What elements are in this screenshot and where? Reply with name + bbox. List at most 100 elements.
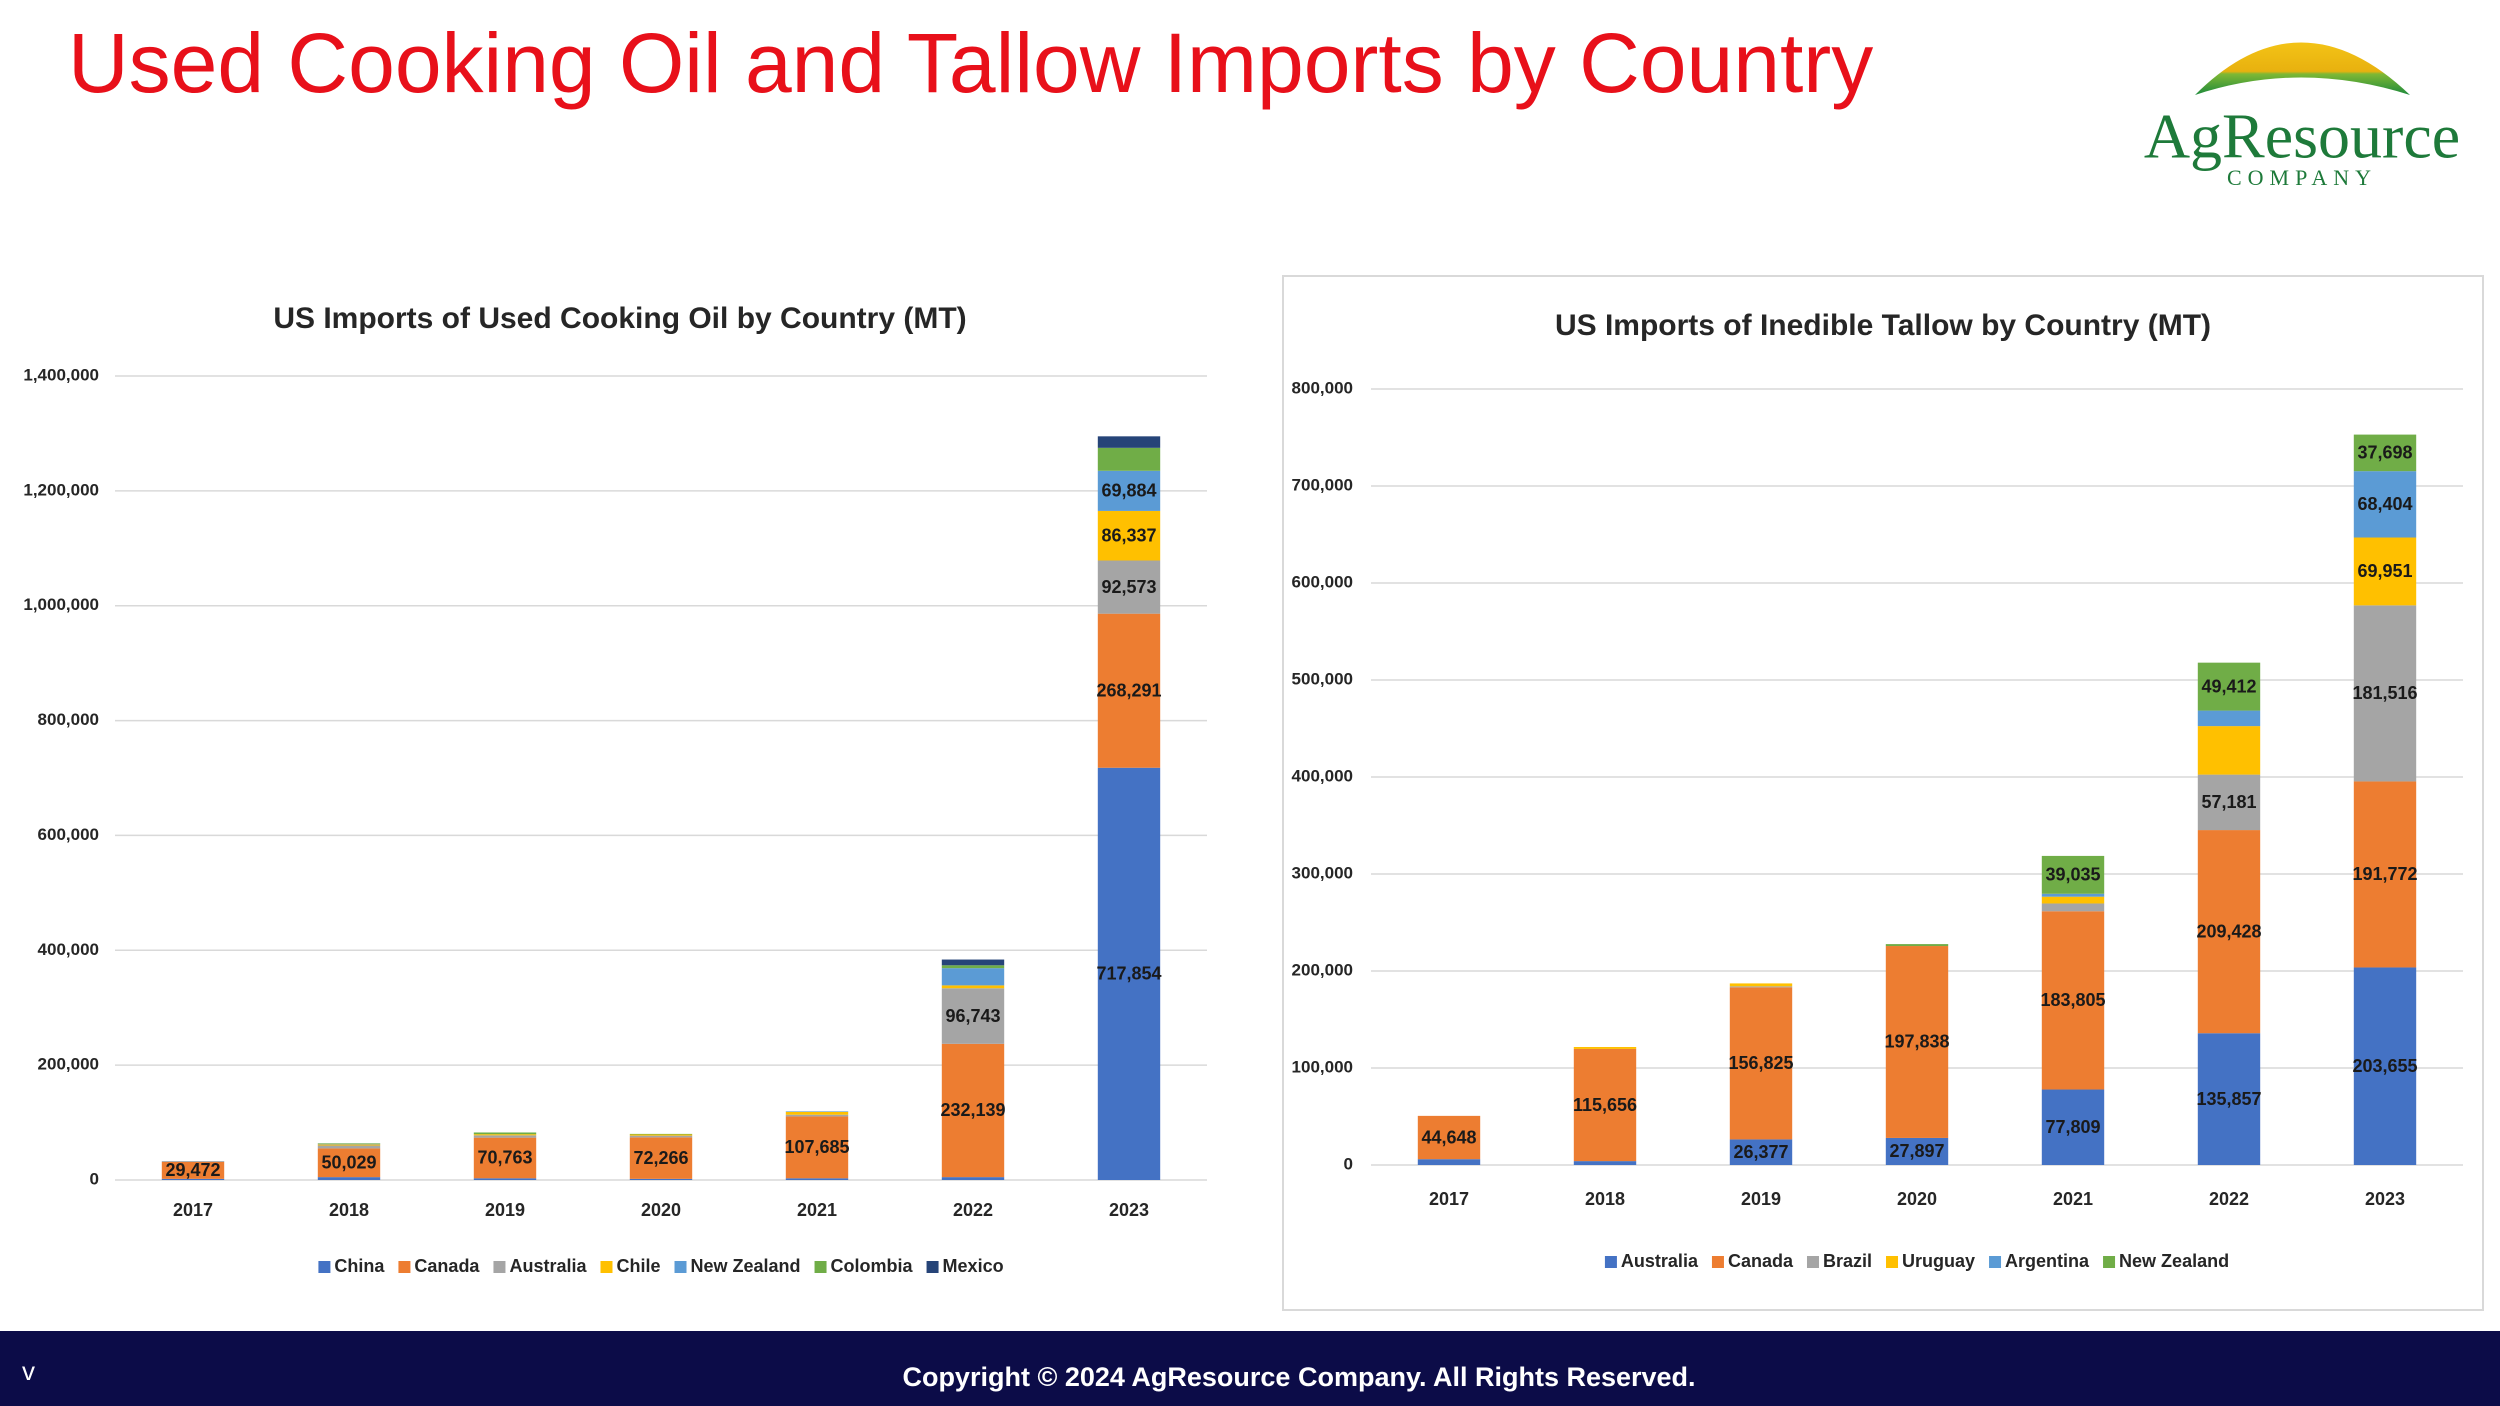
x-tick-label: 2023 — [1109, 1200, 1149, 1220]
y-tick-label: 100,000 — [1292, 1057, 1353, 1076]
x-tick-label: 2020 — [1897, 1189, 1937, 1209]
bar-segment — [2353, 605, 2417, 782]
logo-name: AgResource — [2144, 101, 2460, 172]
data-label: 156,825 — [1728, 1053, 1793, 1073]
y-tick-label: 1,000,000 — [23, 595, 99, 614]
bar-segment — [1573, 1046, 1637, 1049]
x-tick-label: 2020 — [641, 1200, 681, 1220]
data-label: 29,472 — [165, 1160, 220, 1180]
y-tick-label: 0 — [1344, 1154, 1353, 1173]
legend-swatch — [1604, 1256, 1617, 1268]
data-label: 717,854 — [1096, 964, 1161, 984]
y-tick-label: 600,000 — [1292, 572, 1353, 591]
x-tick-label: 2021 — [2053, 1189, 2093, 1209]
bar-segment — [2353, 967, 2417, 1165]
footer-corner: v — [22, 1356, 35, 1386]
bar-segment — [473, 1178, 537, 1180]
x-tick-label: 2018 — [1585, 1189, 1625, 1209]
y-tick-label: 400,000 — [1292, 766, 1353, 785]
chart-frame — [1282, 275, 2484, 1311]
bar-segment — [2197, 726, 2261, 775]
data-label: 26,377 — [1733, 1142, 1788, 1162]
bar-segment — [1097, 436, 1161, 448]
x-tick-label: 2022 — [953, 1200, 993, 1220]
legend-label: Australia — [509, 1256, 587, 1276]
bar-segment — [785, 1178, 849, 1180]
data-label: 70,763 — [477, 1148, 532, 1168]
bar-segment — [2197, 710, 2261, 727]
data-label: 115,656 — [1573, 1095, 1637, 1115]
x-tick-label: 2017 — [173, 1200, 213, 1220]
legend-label: Australia — [1621, 1251, 1699, 1271]
legend-swatch — [926, 1261, 939, 1273]
bar-segment — [317, 1145, 381, 1149]
bar-segment — [1729, 987, 1793, 1140]
data-label: 203,655 — [2352, 1056, 2417, 1076]
legend-swatch — [674, 1261, 687, 1273]
footer-copyright: Copyright © 2024 AgResource Company. All… — [902, 1362, 1695, 1392]
legend-label: Colombia — [831, 1256, 914, 1276]
bar-segment — [317, 1148, 381, 1178]
legend-label: Brazil — [1823, 1251, 1872, 1271]
legend-label: Uruguay — [1902, 1251, 1975, 1271]
data-label: 44,648 — [1421, 1127, 1476, 1147]
bar-segment — [785, 1114, 849, 1117]
y-tick-label: 800,000 — [38, 710, 99, 729]
bar-segment — [2197, 774, 2261, 831]
bar-segment — [2041, 855, 2105, 894]
logo-dome — [2195, 42, 2410, 95]
x-tick-label: 2018 — [329, 1200, 369, 1220]
legend-label: Canada — [414, 1256, 480, 1276]
y-tick-label: 400,000 — [38, 940, 99, 959]
bar-segment — [2041, 1089, 2105, 1165]
legend-label: Argentina — [2005, 1251, 2090, 1271]
legend-swatch — [814, 1261, 827, 1273]
data-label: 49,412 — [2201, 676, 2256, 696]
legend-label: China — [334, 1256, 385, 1276]
data-label: 191,772 — [2352, 864, 2417, 884]
bar-segment — [473, 1135, 537, 1138]
y-tick-label: 1,400,000 — [23, 365, 99, 384]
bar-segment — [2197, 1033, 2261, 1165]
data-label: 135,857 — [2196, 1089, 2261, 1109]
bar-segment — [941, 985, 1005, 989]
bar-segment — [317, 1143, 381, 1145]
data-label: 232,139 — [940, 1100, 1005, 1120]
legend-swatch — [493, 1261, 506, 1273]
bar-segment — [2197, 830, 2261, 1034]
bar-segment — [161, 1178, 225, 1180]
bar-segment — [941, 1177, 1005, 1180]
bar-segment — [1729, 983, 1793, 987]
x-tick-label: 2019 — [1741, 1189, 1781, 1209]
y-tick-label: 1,200,000 — [23, 480, 99, 499]
bar-segment — [473, 1137, 537, 1179]
y-tick-label: 200,000 — [38, 1055, 99, 1074]
logo-subtitle: COMPANY — [2227, 165, 2377, 190]
x-tick-label: 2017 — [1429, 1189, 1469, 1209]
bar-segment — [317, 1144, 381, 1146]
bar-segment — [629, 1135, 693, 1138]
bar-segment — [2197, 662, 2261, 711]
bar-segment — [785, 1111, 849, 1112]
x-tick-label: 2023 — [2365, 1189, 2405, 1209]
legend-label: New Zealand — [691, 1256, 801, 1276]
bar-segment — [629, 1133, 693, 1135]
bar-segment — [2041, 903, 2105, 912]
bar-segment — [2041, 896, 2105, 904]
slide-title: Used Cooking Oil and Tallow Imports by C… — [68, 16, 1873, 110]
bar-segment — [629, 1134, 693, 1136]
y-tick-label: 600,000 — [38, 825, 99, 844]
chart-title: US Imports of Inedible Tallow by Country… — [1555, 309, 2211, 342]
legend-swatch — [1711, 1256, 1724, 1268]
data-label: 57,181 — [2201, 792, 2256, 812]
bar-segment — [473, 1134, 537, 1136]
bar-segment — [1729, 986, 1793, 988]
data-label: 77,809 — [2045, 1117, 2100, 1137]
data-label: 69,884 — [1101, 481, 1156, 501]
bar-segment — [629, 1137, 693, 1179]
bar-segment — [1097, 613, 1161, 768]
data-label: 197,838 — [1884, 1032, 1949, 1052]
bar-segment — [941, 965, 1005, 969]
